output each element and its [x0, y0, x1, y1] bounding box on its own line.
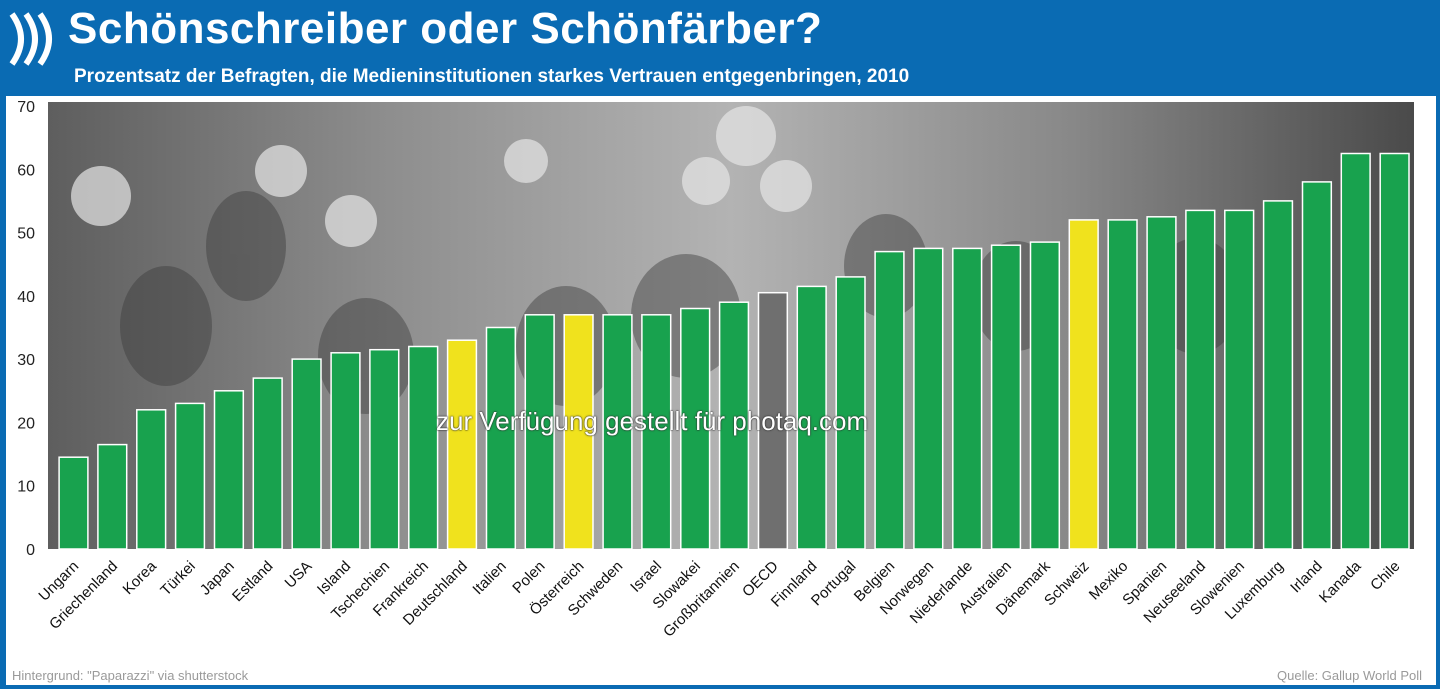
- source-note: Quelle: Gallup World Poll: [1277, 668, 1422, 683]
- bar-deutschland: [446, 339, 478, 550]
- bar-mexiko: [1107, 219, 1138, 550]
- bar-portugal: [835, 276, 866, 550]
- bar-irland: [1301, 181, 1333, 550]
- bar-estland: [252, 377, 283, 550]
- y-tick-label: 40: [17, 289, 35, 306]
- y-tick-label: 10: [17, 479, 35, 496]
- x-tick-label: Estland: [229, 558, 276, 605]
- x-tick-label: Chile: [1367, 558, 1403, 594]
- x-tick-label: Korea: [120, 557, 161, 598]
- page-title: Schönschreiber oder Schönfärber?: [68, 4, 823, 53]
- image-credit: Hintergrund: "Paparazzi" via shutterstoc…: [12, 668, 249, 683]
- bars: [58, 152, 1410, 550]
- bar-niederlande: [952, 247, 983, 550]
- y-tick-label: 0: [26, 542, 35, 559]
- chart-panel: 0 10 20 30 40 50 60 70 Ungarn Griechenland Korea T…: [6, 96, 1436, 685]
- bar-finnland: [796, 285, 827, 550]
- bar-schweiz: [1068, 219, 1099, 550]
- oecd-logo-icon: [9, 12, 52, 66]
- bar-großbritannien: [718, 301, 750, 550]
- watermark-text: zur Verfügung gestellt für photaq.com: [436, 406, 869, 436]
- bar-luxemburg: [1262, 200, 1294, 550]
- background-flashes: [71, 106, 812, 247]
- bar-japan: [213, 390, 245, 550]
- x-tick-label: USA: [282, 558, 316, 592]
- bar-polen: [524, 314, 555, 550]
- bar-frankreich: [408, 345, 439, 550]
- x-tick-label: Kanada: [1316, 557, 1365, 606]
- bar-neuseeland: [1185, 209, 1216, 550]
- bar-usa: [291, 358, 322, 550]
- bar-kanada: [1340, 152, 1371, 550]
- bar-chart: 0 10 20 30 40 50 60 70 UngarnGriechenlandKoreaT…: [17, 99, 1414, 641]
- bar-oecd: [757, 291, 789, 550]
- bar-israel: [641, 314, 672, 550]
- y-tick-label: 20: [17, 415, 35, 432]
- bar-island: [330, 352, 361, 550]
- bar-korea: [136, 409, 167, 550]
- bar-slowenien: [1224, 209, 1255, 550]
- y-tick-label: 50: [17, 226, 35, 243]
- bar-dänemark: [1029, 241, 1061, 550]
- y-tick-label: 60: [17, 162, 35, 179]
- page-subtitle: Prozentsatz der Befragten, die Medienins…: [74, 66, 910, 87]
- y-axis: 0 10 20 30 40 50 60 70: [17, 99, 35, 559]
- y-tick-label: 30: [17, 352, 35, 369]
- y-tick-label: 70: [17, 99, 35, 116]
- bar-italien: [485, 326, 517, 550]
- bar-chile: [1379, 152, 1410, 550]
- x-tick-label: Griechenland: [46, 558, 121, 633]
- bar-slowakei: [680, 307, 711, 550]
- bar-griechenland: [97, 443, 128, 550]
- bar-belgien: [874, 250, 905, 550]
- bar-türkei: [174, 402, 206, 550]
- bar-tschechien: [369, 348, 400, 550]
- x-axis-labels: UngarnGriechenlandKoreaTürkeiJapanEstlan…: [35, 557, 1403, 640]
- bar-norwegen: [913, 247, 944, 550]
- x-tick-label: Italien: [469, 558, 509, 598]
- bar-spanien: [1146, 216, 1177, 550]
- bar-ungarn: [58, 456, 89, 550]
- bar-australien: [990, 244, 1022, 550]
- bar-österreich: [563, 314, 594, 550]
- bar-schweden: [602, 314, 633, 550]
- x-tick-label: Türkei: [157, 558, 198, 599]
- header: Schönschreiber oder Schönfärber? Prozent…: [0, 0, 1440, 96]
